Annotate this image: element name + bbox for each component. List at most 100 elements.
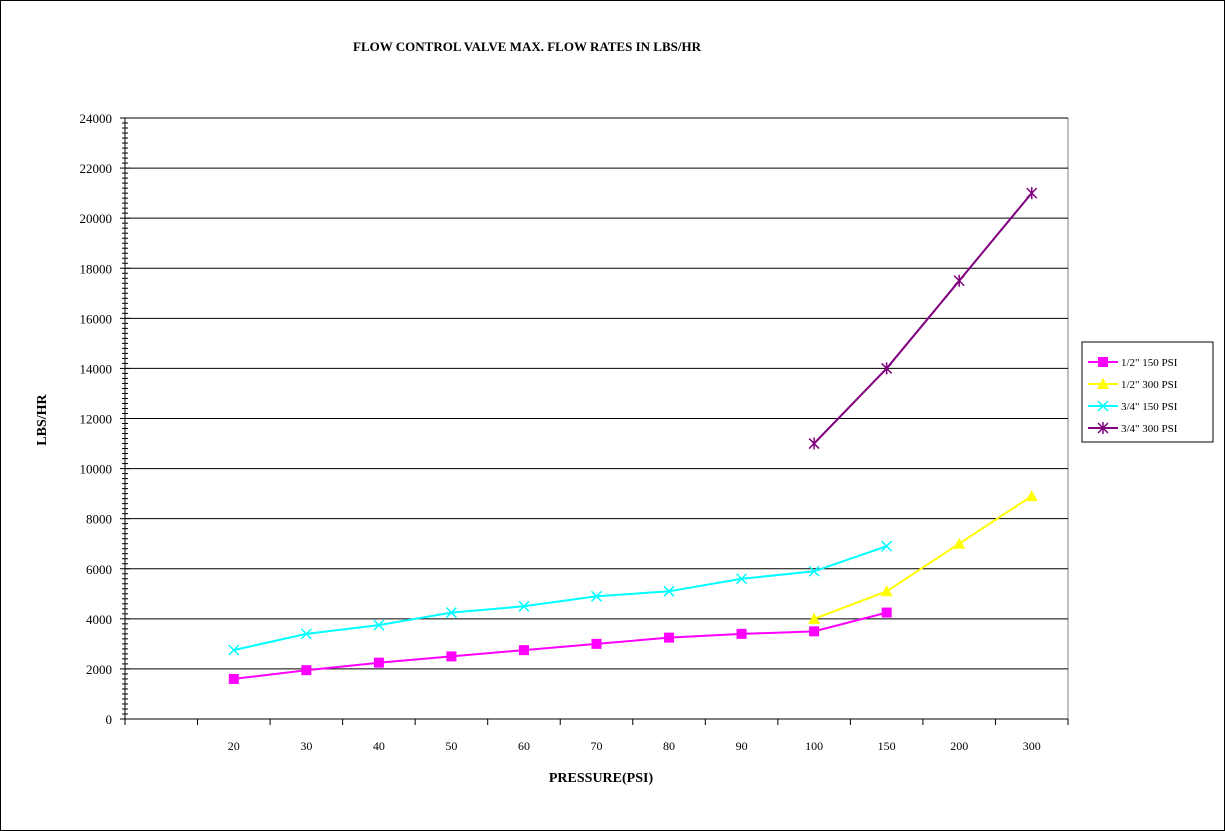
data-point — [373, 657, 384, 668]
marker-square — [446, 651, 457, 662]
chart-title: FLOW CONTROL VALVE MAX. FLOW RATES IN LB… — [353, 39, 702, 54]
marker-square — [301, 665, 312, 676]
series-line — [233, 611, 887, 680]
data-point — [518, 600, 530, 612]
data-point — [881, 607, 892, 618]
x-tick-label: 20 — [228, 739, 240, 753]
data-point — [1026, 187, 1038, 200]
marker-x — [1097, 400, 1109, 412]
series-line — [813, 495, 1033, 620]
legend-label: 1/2" 150 PSI — [1121, 357, 1178, 369]
data-point — [808, 565, 820, 577]
x-axis-label: PRESSURE(PSI) — [549, 771, 654, 786]
marker-square — [736, 628, 747, 639]
data-point — [809, 626, 820, 637]
legend-label: 1/2" 300 PSI — [1121, 379, 1178, 391]
data-point — [1098, 357, 1108, 367]
data-point — [300, 628, 312, 640]
data-point — [953, 537, 966, 549]
data-point — [880, 585, 893, 597]
marker-x — [445, 607, 457, 619]
data-point — [736, 628, 747, 639]
marker-asterisk — [881, 362, 893, 375]
data-point — [591, 638, 602, 649]
marker-asterisk — [953, 274, 965, 287]
x-tick-label: 40 — [373, 739, 385, 753]
y-tick-label: 6000 — [86, 562, 112, 577]
marker-square — [373, 657, 384, 668]
marker-x — [808, 565, 820, 577]
series-line — [233, 545, 888, 652]
x-tick-label: 30 — [300, 739, 312, 753]
y-tick-label: 18000 — [80, 261, 113, 276]
data-point — [808, 437, 820, 450]
data-point — [881, 540, 893, 552]
data-point — [881, 362, 893, 375]
y-tick-label: 14000 — [80, 361, 113, 376]
marker-triangle — [880, 585, 893, 597]
data-point — [228, 644, 240, 656]
data-point — [373, 619, 385, 631]
data-point — [736, 573, 748, 585]
y-tick-label: 16000 — [80, 311, 113, 326]
x-tick-label: 50 — [445, 739, 457, 753]
y-tick-label: 22000 — [80, 161, 113, 176]
x-tick-label: 100 — [805, 739, 823, 753]
x-tick-label: 150 — [878, 739, 896, 753]
legend: 1/2" 150 PSI 1/2" 300 PSI 3/4" 150 PSI 3/4"… — [1081, 341, 1214, 443]
marker-square — [228, 673, 239, 684]
marker-triangle — [1025, 490, 1038, 502]
marker-x — [590, 590, 603, 602]
marker-square — [809, 626, 820, 637]
y-tick-label: 12000 — [80, 412, 113, 427]
data-point — [228, 673, 239, 684]
plot-area: 0 2000 4000 6000 8000 10000 12000 14000 16000 180… — [80, 111, 1069, 753]
series-line — [813, 192, 1033, 445]
legend-label: 3/4" 300 PSI — [1121, 423, 1178, 435]
data-point — [1097, 422, 1109, 434]
y-tick-label: 0 — [106, 712, 113, 727]
data-point — [953, 274, 965, 287]
x-tick-label: 90 — [736, 739, 748, 753]
data-point — [445, 607, 457, 619]
data-point — [446, 651, 457, 662]
x-tick-label: 60 — [518, 739, 530, 753]
y-tick-label: 2000 — [86, 662, 112, 677]
data-point — [590, 590, 603, 602]
marker-x — [228, 644, 240, 656]
marker-triangle — [1097, 378, 1109, 389]
legend-label: 3/4" 150 PSI — [1121, 401, 1178, 413]
data-point — [663, 585, 675, 597]
marker-asterisk — [1097, 422, 1109, 434]
data-point — [1025, 490, 1038, 502]
marker-asterisk — [808, 437, 820, 450]
data-point — [1097, 400, 1109, 412]
marker-x — [300, 628, 312, 640]
data-point — [664, 632, 675, 643]
y-tick-label: 10000 — [80, 462, 113, 477]
x-tick-label: 300 — [1023, 739, 1041, 753]
data-point — [301, 665, 312, 676]
x-tick-label: 70 — [591, 739, 603, 753]
marker-x — [373, 619, 385, 631]
marker-square — [664, 632, 675, 643]
x-tick-label: 80 — [663, 739, 675, 753]
y-tick-label: 8000 — [86, 512, 112, 527]
y-axis-label: LBS/HR — [35, 393, 50, 445]
marker-asterisk — [1026, 187, 1038, 200]
marker-square — [881, 607, 892, 618]
marker-x — [663, 585, 675, 597]
marker-x — [881, 540, 893, 552]
marker-triangle — [953, 537, 966, 549]
marker-x — [518, 600, 530, 612]
marker-square — [1098, 357, 1108, 367]
y-tick-label: 4000 — [86, 612, 112, 627]
y-tick-label: 24000 — [80, 111, 113, 126]
data-point — [1097, 378, 1109, 389]
marker-triangle — [808, 612, 821, 624]
y-tick-label: 20000 — [80, 211, 113, 226]
x-tick-label: 200 — [950, 739, 968, 753]
marker-square — [591, 638, 602, 649]
data-point — [518, 645, 529, 656]
